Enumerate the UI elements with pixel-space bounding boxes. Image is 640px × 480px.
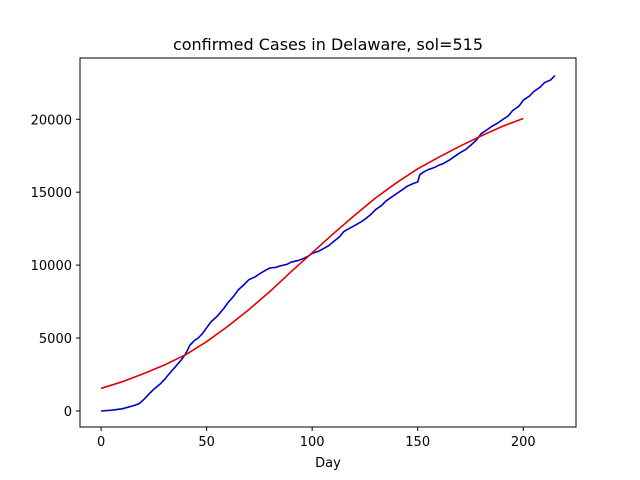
series-line-0 (101, 74, 556, 412)
y-axis-ticks: 0 5000 10000 15000 20000 (31, 113, 80, 420)
x-tick-label: 200 (511, 435, 536, 450)
series-lines (100, 74, 556, 412)
y-tick-label: 20000 (31, 113, 72, 128)
x-tick-label: 50 (198, 435, 215, 450)
y-tick-label: 10000 (31, 259, 72, 274)
y-tick-label: 0 (64, 405, 72, 420)
plot-area (79, 57, 577, 428)
y-tick-label: 5000 (39, 332, 72, 347)
series-line-1 (100, 117, 524, 390)
x-axis-ticks: 0 50 100 150 200 (97, 427, 536, 450)
x-tick-label: 100 (300, 435, 325, 450)
y-tick-label: 15000 (31, 186, 72, 201)
x-tick-label: 150 (405, 435, 430, 450)
chart-title: confirmed Cases in Delaware, sol=515 (173, 35, 483, 54)
x-tick-label: 0 (97, 435, 105, 450)
x-axis-label: Day (315, 456, 341, 471)
